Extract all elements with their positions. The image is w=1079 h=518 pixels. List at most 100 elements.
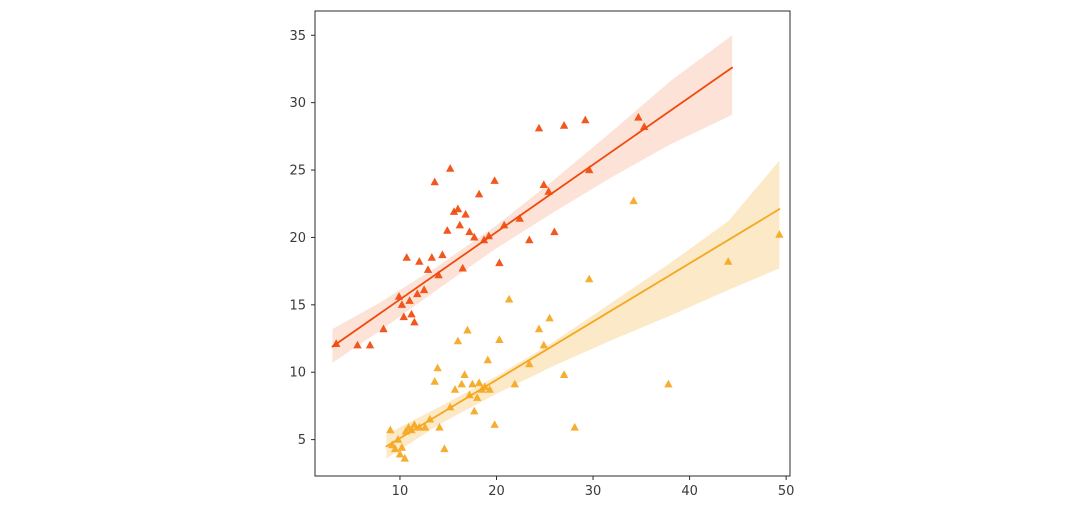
- upper-orange-red-series-scatter-point: [559, 121, 569, 129]
- y-tick-label: 5: [298, 433, 306, 448]
- lower-amber-series-scatter-point: [468, 379, 477, 388]
- lower-amber-series-confidence-band: [386, 160, 780, 459]
- lower-amber-series-scatter-point: [433, 363, 442, 372]
- upper-orange-red-series-scatter-point: [495, 258, 504, 267]
- lower-amber-series-scatter-point: [504, 294, 514, 303]
- lower-amber-series-scatter-point: [474, 378, 484, 387]
- lower-amber-series-scatter-point: [395, 449, 405, 458]
- upper-orange-red-series-scatter-point: [544, 187, 553, 195]
- upper-orange-red-series-scatter-point: [407, 309, 416, 318]
- upper-orange-red-series-scatter-point: [443, 226, 452, 234]
- lower-amber-series-scatter-point: [425, 414, 435, 423]
- lower-amber-series-scatter-point: [463, 325, 472, 334]
- lower-amber-series-scatter-point: [480, 382, 490, 391]
- upper-orange-red-series-scatter-point: [474, 189, 484, 198]
- lower-amber-series-scatter-point: [585, 274, 594, 283]
- upper-orange-red-series-scatter-point: [458, 263, 467, 272]
- y-tick-label: 25: [289, 164, 306, 179]
- lower-amber-series-scatter-point: [460, 370, 469, 378]
- upper-orange-red-series-regression-line: [331, 66, 733, 348]
- upper-orange-red-series-scatter-point: [640, 122, 649, 130]
- lower-amber-series-scatter-point: [400, 453, 409, 462]
- lower-amber-series-scatter-point: [446, 402, 455, 411]
- lower-amber-series-scatter-point: [453, 336, 463, 345]
- lower-amber-series-scatter-point: [495, 335, 504, 343]
- upper-orange-red-series-scatter-point: [539, 180, 548, 188]
- upper-orange-red-series-scatter-point: [550, 227, 559, 236]
- upper-orange-red-series-scatter-point: [332, 339, 341, 347]
- lower-amber-series-scatter-point: [430, 377, 439, 385]
- upper-orange-red-series-scatter-point: [465, 227, 474, 236]
- upper-orange-red-series-scatter-point: [484, 231, 493, 240]
- upper-orange-red-series-scatter-point: [434, 270, 443, 279]
- lower-amber-series-scatter-point: [483, 355, 492, 364]
- lower-amber-series-scatter-point: [664, 379, 673, 388]
- lower-amber-series-scatter-point: [775, 230, 784, 238]
- upper-orange-red-series-scatter-point: [413, 289, 422, 298]
- upper-orange-red-series-scatter-point: [427, 253, 436, 261]
- lower-amber-series-scatter-point: [393, 435, 403, 443]
- upper-orange-red-series-scatter-point: [438, 250, 447, 259]
- lower-amber-series-scatter-point: [473, 393, 482, 401]
- upper-orange-red-series-scatter-point: [402, 253, 411, 261]
- lower-amber-series-scatter-point: [390, 444, 400, 453]
- x-tick-label: 50: [778, 484, 795, 499]
- y-tick-label: 15: [289, 298, 306, 313]
- upper-orange-red-series-scatter-point: [365, 340, 375, 349]
- upper-orange-red-series-scatter-point: [419, 285, 429, 294]
- upper-orange-red-series-scatter-point: [470, 232, 479, 241]
- upper-orange-red-series-scatter-point: [453, 204, 463, 213]
- y-tick-label: 20: [289, 231, 306, 246]
- upper-orange-red-series-scatter-point: [581, 115, 590, 124]
- upper-orange-red-series-scatter-point: [394, 292, 404, 300]
- plot-border: [314, 10, 791, 477]
- upper-orange-red-series-scatter-point: [410, 317, 419, 326]
- x-tick-label: 10: [392, 484, 409, 499]
- lower-amber-series-scatter-point: [435, 422, 444, 431]
- upper-orange-red-series-scatter-point: [585, 165, 594, 174]
- lower-amber-series-scatter-point: [465, 390, 474, 399]
- upper-orange-red-series-scatter-point: [430, 177, 439, 186]
- lower-amber-series-scatter-point: [415, 422, 424, 431]
- upper-orange-red-series-scatter-point: [353, 340, 362, 349]
- lower-amber-series-scatter-point: [724, 257, 733, 265]
- lower-amber-series-scatter-point: [440, 444, 449, 453]
- y-tick-label: 30: [289, 96, 306, 111]
- lower-amber-series-scatter-point: [386, 425, 395, 434]
- x-tick-label: 40: [681, 484, 698, 499]
- upper-orange-red-series-scatter-point: [399, 312, 408, 321]
- lower-amber-series-scatter-point: [410, 420, 419, 428]
- upper-orange-red-series-scatter-point: [515, 214, 524, 222]
- upper-orange-red-series-scatter-point: [461, 209, 470, 218]
- lower-amber-series-scatter-point: [407, 425, 416, 434]
- x-tick-label: 30: [585, 484, 602, 499]
- y-tick-label: 35: [289, 29, 306, 44]
- lower-amber-series-scatter-point: [570, 422, 579, 431]
- lower-amber-series-scatter-point: [420, 422, 430, 431]
- lower-amber-series-scatter-point: [525, 359, 534, 368]
- lower-amber-series-scatter-point: [450, 385, 460, 393]
- lower-amber-series-scatter-point: [510, 379, 519, 388]
- upper-orange-red-series-scatter-point: [449, 207, 459, 215]
- upper-orange-red-series-scatter-point: [405, 296, 414, 304]
- upper-orange-red-series-scatter-point: [534, 123, 544, 132]
- upper-orange-red-series-scatter-point: [415, 257, 424, 265]
- upper-orange-red-series-scatter-point: [500, 220, 509, 229]
- upper-orange-red-series-scatter-point: [455, 220, 464, 229]
- x-tick-label: 20: [488, 484, 505, 499]
- lower-amber-series-scatter-point: [629, 196, 638, 205]
- lower-amber-series-scatter-point: [397, 443, 407, 451]
- lower-amber-series-scatter-point: [559, 370, 569, 378]
- upper-orange-red-series-scatter-point: [525, 235, 534, 244]
- upper-orange-red-series-scatter-point: [379, 324, 388, 333]
- lower-amber-series-regression-line: [385, 208, 781, 448]
- upper-orange-red-series-scatter-point: [397, 300, 407, 308]
- upper-orange-red-series-scatter-point: [446, 164, 455, 172]
- upper-orange-red-series-scatter-point: [479, 235, 489, 244]
- upper-orange-red-series-confidence-band: [332, 35, 733, 363]
- lower-amber-series-scatter-point: [457, 379, 466, 388]
- lower-amber-series-scatter-point: [490, 420, 499, 428]
- upper-orange-red-series-scatter-point: [490, 176, 499, 184]
